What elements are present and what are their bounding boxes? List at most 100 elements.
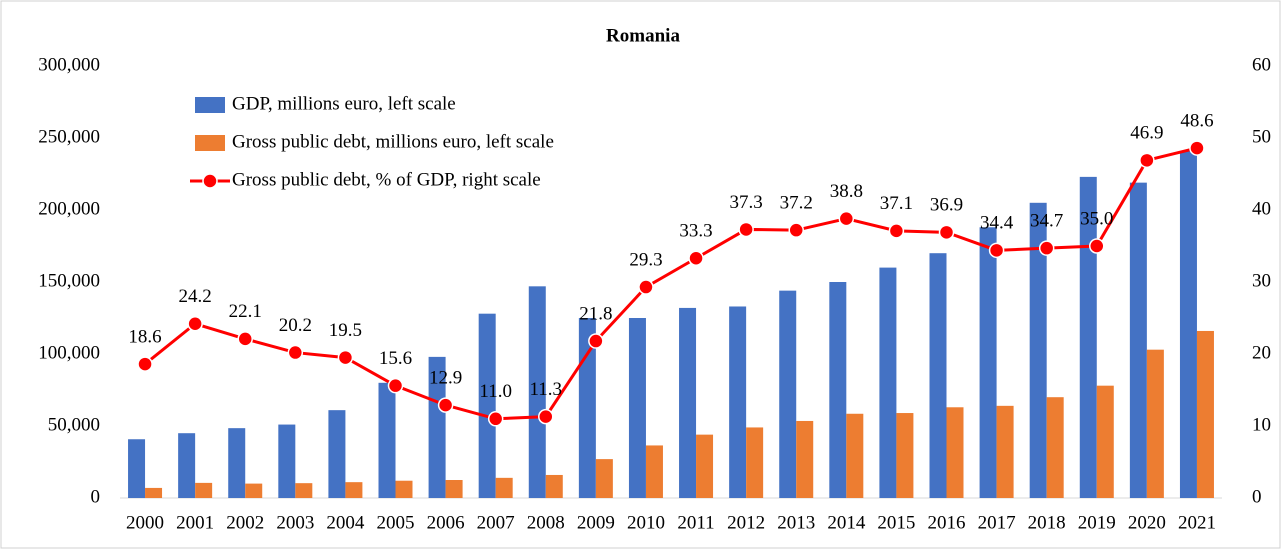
line (144, 146, 1198, 421)
legend-label: Gross public debt, % of GDP, right scale (232, 169, 541, 190)
line-marker (1189, 140, 1205, 156)
x-tick-label: 2008 (527, 512, 565, 533)
data-label: 29.3 (629, 249, 662, 270)
y2-tick-label: 50 (1252, 126, 1271, 147)
data-label: 36.9 (930, 195, 963, 216)
data-label: 38.8 (830, 181, 863, 202)
bar (679, 307, 697, 498)
line-marker (237, 331, 253, 347)
bar (245, 483, 263, 498)
y2-tick-label: 20 (1252, 342, 1271, 363)
data-label: 22.1 (229, 301, 262, 322)
data-label: 37.1 (880, 193, 913, 214)
bar (628, 318, 646, 498)
y2-tick-label: 40 (1252, 198, 1271, 219)
x-tick-label: 2001 (176, 512, 214, 533)
x-tick-label: 2021 (1178, 512, 1216, 533)
line-marker (1089, 238, 1105, 254)
line-marker (437, 397, 454, 413)
bar (645, 445, 663, 498)
legend-swatch (195, 97, 225, 113)
bar (378, 382, 396, 498)
bar (428, 356, 446, 498)
x-tick-label: 2017 (978, 512, 1016, 533)
bar (929, 253, 947, 498)
x-tick-label: 2013 (777, 512, 815, 533)
legend-label: Gross public debt, millions euro, left s… (232, 131, 554, 152)
data-label: 35.0 (1080, 208, 1113, 229)
line-marker (187, 316, 203, 332)
line-marker (1139, 152, 1155, 169)
data-label: 34.4 (980, 213, 1014, 234)
y2-tick-label: 10 (1252, 414, 1271, 435)
bar (295, 483, 313, 498)
line-marker (337, 349, 354, 366)
x-tick-label: 2009 (577, 512, 615, 533)
bar (178, 433, 196, 498)
bar (946, 407, 964, 498)
x-tick-label: 2006 (427, 512, 465, 533)
legend-swatch (195, 135, 225, 151)
data-label: 48.6 (1180, 110, 1213, 131)
line-marker (1038, 240, 1055, 256)
bar (1196, 330, 1214, 498)
bar (145, 487, 163, 498)
bar (846, 413, 864, 498)
data-label: 37.3 (730, 192, 763, 213)
bar (445, 480, 463, 498)
bar (345, 482, 363, 498)
data-label: 46.9 (1130, 123, 1163, 144)
bar (779, 290, 797, 498)
data-label: 21.8 (579, 303, 612, 324)
x-tick-label: 2000 (126, 512, 164, 533)
line-marker (588, 333, 604, 349)
bar (545, 474, 563, 498)
bar (495, 477, 513, 498)
bar (1079, 176, 1097, 498)
bar (896, 413, 914, 498)
data-label: 19.5 (329, 320, 362, 341)
bar (1179, 150, 1197, 498)
bar (979, 227, 997, 498)
bar (729, 306, 747, 498)
bar (195, 482, 213, 498)
y-tick-label: 50,000 (48, 414, 100, 435)
data-label: 11.0 (479, 381, 512, 402)
x-tick-label: 2003 (276, 512, 314, 533)
bar (578, 318, 596, 498)
x-tick-label: 2020 (1128, 512, 1166, 533)
x-tick-label: 2002 (226, 512, 264, 533)
x-tick-label: 2007 (477, 512, 515, 533)
line-marker (688, 250, 704, 266)
x-tick-label: 2018 (1028, 512, 1066, 533)
bar (796, 420, 814, 498)
line-marker (638, 279, 654, 295)
line-marker (738, 221, 754, 238)
x-tick-label: 2014 (827, 512, 866, 533)
y2-tick-label: 0 (1252, 486, 1262, 507)
line-marker (888, 223, 905, 239)
x-tick-label: 2011 (677, 512, 714, 533)
data-label: 18.6 (128, 326, 161, 347)
y-tick-label: 200,000 (38, 198, 100, 219)
bar (528, 286, 546, 498)
line-marker (287, 344, 304, 361)
y-tick-label: 150,000 (38, 270, 100, 291)
legend-label: GDP, millions euro, left scale (232, 93, 456, 114)
data-label: 34.7 (1030, 211, 1063, 232)
data-label: 12.9 (429, 367, 462, 388)
data-label: 20.2 (279, 315, 312, 336)
x-tick-label: 2012 (727, 512, 765, 533)
legend-marker (202, 173, 218, 189)
x-tick-label: 2004 (326, 512, 365, 533)
bar (395, 480, 413, 498)
bar (1046, 397, 1064, 498)
bar (478, 313, 496, 498)
bar (996, 405, 1014, 498)
x-tick-label: 2005 (377, 512, 415, 533)
line-marker (387, 377, 404, 394)
bar (328, 410, 346, 498)
y-tick-label: 250,000 (38, 126, 100, 147)
data-label: 11.3 (529, 379, 562, 400)
